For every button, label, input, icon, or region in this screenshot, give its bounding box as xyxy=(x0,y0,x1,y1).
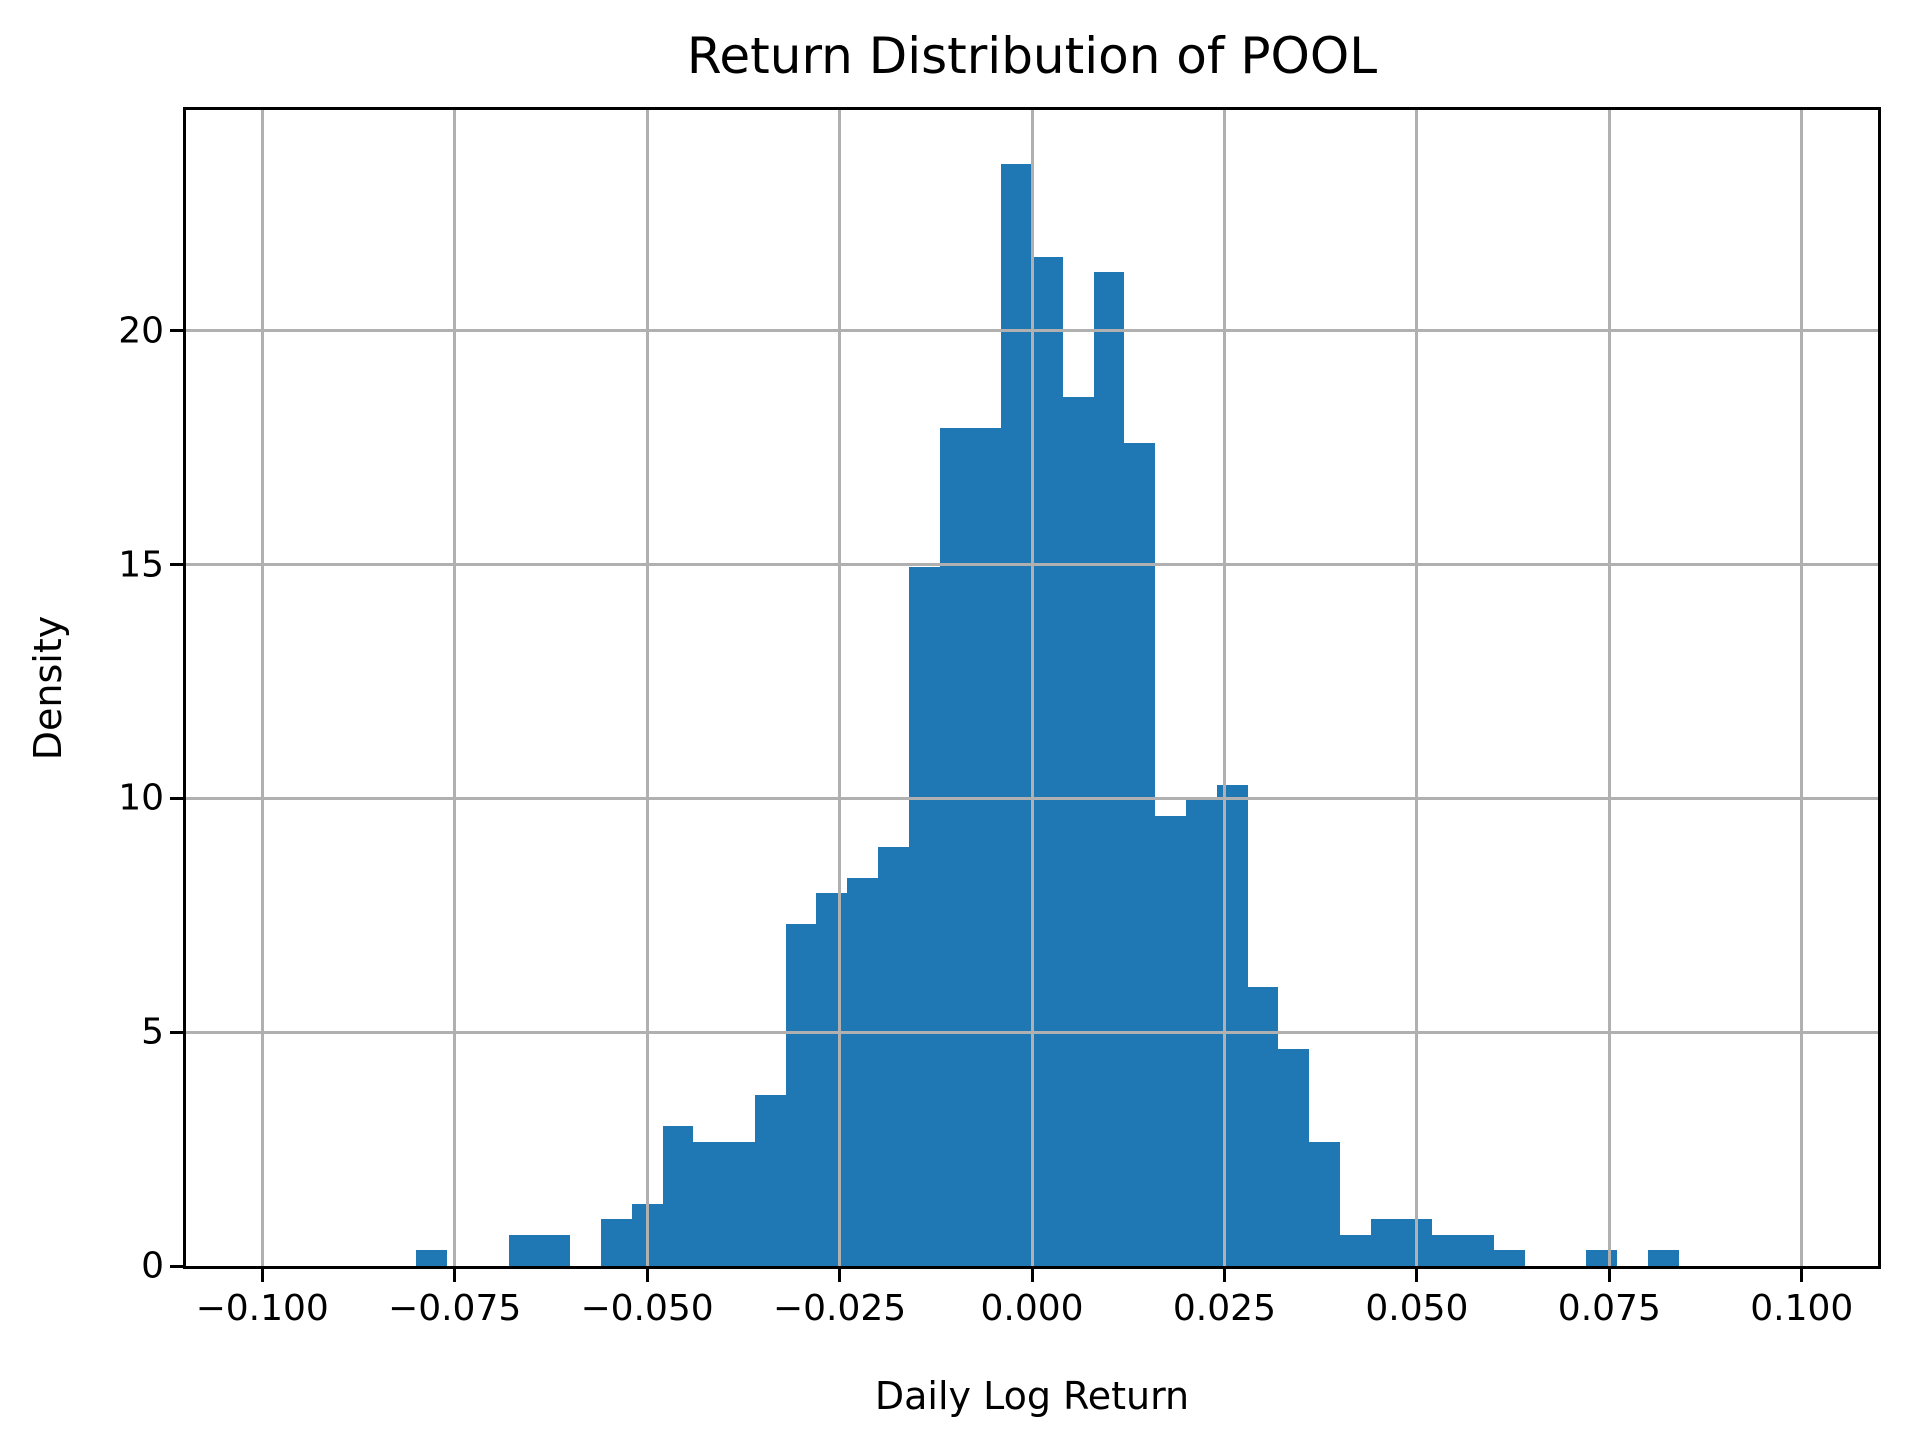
x-tick xyxy=(1800,1269,1804,1282)
x-tick-label: 0.050 xyxy=(1365,1288,1469,1329)
histogram-bar xyxy=(1063,397,1094,1266)
histogram-bar xyxy=(663,1126,693,1266)
bars-layer xyxy=(186,110,1878,1266)
histogram-bar xyxy=(940,428,970,1266)
histogram-bar xyxy=(847,878,878,1266)
y-tick xyxy=(170,796,183,800)
y-gridline xyxy=(186,1030,1878,1034)
histogram-bar xyxy=(1094,272,1124,1266)
x-gridline xyxy=(1030,110,1034,1266)
histogram-bar xyxy=(1124,443,1155,1266)
x-tick xyxy=(1415,1269,1419,1282)
histogram-bar xyxy=(693,1142,724,1266)
chart-title: Return Distribution of POOL xyxy=(686,27,1378,85)
plot-area xyxy=(183,107,1881,1269)
x-axis-label: Daily Log Return xyxy=(874,1374,1190,1418)
histogram-bar xyxy=(1217,785,1248,1266)
histogram-bar xyxy=(755,1095,786,1266)
x-tick-label: −0.075 xyxy=(388,1288,522,1329)
histogram-bar xyxy=(970,428,1001,1266)
x-tick-label: −0.025 xyxy=(772,1288,907,1329)
histogram-bar xyxy=(509,1235,539,1266)
x-gridline xyxy=(1800,110,1804,1266)
x-gridline xyxy=(838,110,842,1266)
x-gridline xyxy=(260,110,264,1266)
x-gridline xyxy=(645,110,649,1266)
x-tick xyxy=(260,1269,264,1282)
x-gridline xyxy=(453,110,457,1266)
y-gridline xyxy=(186,796,1878,800)
x-tick xyxy=(1030,1269,1034,1282)
histogram-bar xyxy=(1309,1142,1340,1266)
histogram-bar xyxy=(1155,816,1186,1266)
histogram-bar xyxy=(539,1235,570,1266)
x-gridline xyxy=(1415,110,1419,1266)
x-tick xyxy=(1222,1269,1226,1282)
y-tick xyxy=(170,1264,183,1268)
histogram-bar xyxy=(1001,164,1032,1266)
histogram-bar xyxy=(786,924,816,1266)
x-tick-label: −0.100 xyxy=(195,1288,329,1329)
histogram-bar xyxy=(1032,257,1063,1266)
histogram-bar xyxy=(601,1219,632,1266)
histogram-bar xyxy=(1648,1250,1679,1266)
y-gridline xyxy=(186,563,1878,567)
histogram-bar xyxy=(1278,1049,1309,1266)
x-tick xyxy=(453,1269,457,1282)
x-tick xyxy=(645,1269,649,1282)
histogram-bar xyxy=(724,1142,755,1266)
x-gridline xyxy=(1222,110,1226,1266)
histogram-bar xyxy=(1494,1250,1525,1266)
x-tick xyxy=(1607,1269,1611,1282)
y-tick xyxy=(170,1030,183,1034)
y-tick-label: 5 xyxy=(141,1011,164,1053)
histogram-bar xyxy=(878,847,909,1266)
histogram-bar xyxy=(1463,1235,1494,1266)
y-tick-label: 20 xyxy=(118,310,164,352)
x-tick-label: −0.050 xyxy=(580,1288,714,1329)
x-tick-label: 0.000 xyxy=(980,1288,1084,1329)
y-tick-label: 10 xyxy=(118,777,164,819)
histogram-bar xyxy=(816,893,847,1266)
histogram-bar xyxy=(1340,1235,1371,1266)
y-tick-label: 15 xyxy=(118,544,164,586)
y-gridline xyxy=(186,329,1878,333)
x-tick-label: 0.075 xyxy=(1557,1288,1661,1329)
grid-layer xyxy=(186,110,1878,1266)
histogram-bar xyxy=(909,567,940,1266)
x-tick-label: 0.100 xyxy=(1750,1288,1854,1329)
x-gridline xyxy=(1607,110,1611,1266)
y-tick-label: 0 xyxy=(141,1245,164,1287)
y-tick xyxy=(170,563,183,567)
histogram-bar xyxy=(1371,1219,1401,1266)
x-tick xyxy=(838,1269,842,1282)
x-tick-label: 0.025 xyxy=(1172,1288,1276,1329)
histogram-bar xyxy=(416,1250,447,1266)
histogram-bar xyxy=(1432,1235,1463,1266)
y-tick xyxy=(170,329,183,333)
